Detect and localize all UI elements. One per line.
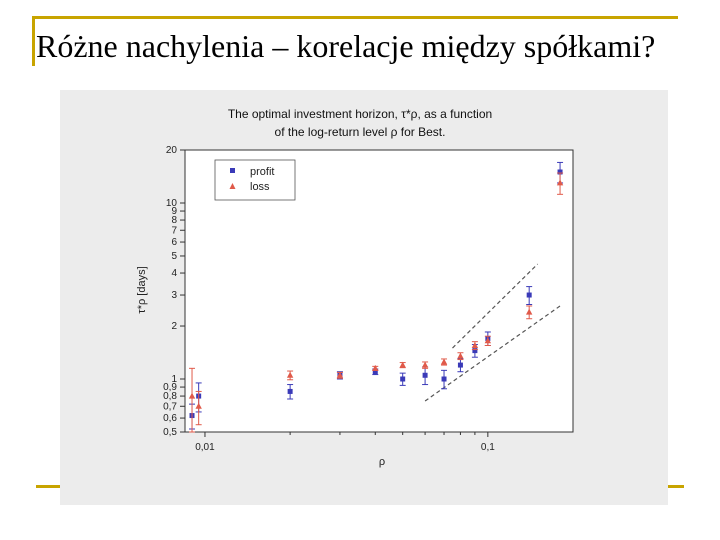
profit-point xyxy=(557,169,563,175)
title-left-rule xyxy=(32,16,35,66)
profit-point xyxy=(287,388,293,394)
profit-point xyxy=(526,292,532,298)
y-tick-label: 8 xyxy=(171,215,177,226)
chart-caption-line-2: of the log-return level ρ for Best. xyxy=(275,125,446,139)
y-tick-label: 0,7 xyxy=(163,401,177,412)
y-tick-label: 2 xyxy=(171,321,177,332)
legend-profit-marker xyxy=(230,168,235,173)
y-tick-label: 4 xyxy=(171,268,177,279)
footer-rule-left xyxy=(36,485,64,488)
profit-point xyxy=(400,376,406,382)
loss-point xyxy=(440,358,448,365)
loss-point xyxy=(556,179,564,186)
y-tick-label: 1 xyxy=(171,374,177,385)
chart: The optimal investment horizon, τ*ρ, as … xyxy=(136,107,574,468)
profit-point xyxy=(372,369,378,375)
y-tick-label: 10 xyxy=(166,198,178,209)
y-axis-label: τ*ρ [days] xyxy=(136,266,148,313)
y-tick-label: 6 xyxy=(171,237,177,248)
profit-point xyxy=(441,376,447,382)
y-tick-label: 7 xyxy=(171,225,177,236)
profit-point xyxy=(472,348,478,354)
y-tick-label: 3 xyxy=(171,290,177,301)
y-tick-label: 0,5 xyxy=(163,427,177,438)
slide-title: Różne nachylenia – korelacje między spół… xyxy=(36,28,656,64)
y-tick-label: 9 xyxy=(171,206,177,217)
loss-point xyxy=(336,371,344,378)
loss-point xyxy=(457,352,464,359)
chart-caption-line-1: The optimal investment horizon, τ*ρ, as … xyxy=(228,107,492,121)
y-tick-label: 0,8 xyxy=(163,391,177,402)
loss-point xyxy=(372,364,379,371)
y-tick-label: 0,6 xyxy=(163,413,177,424)
footer-rule-right xyxy=(666,485,684,488)
loss-point xyxy=(399,361,406,368)
legend-loss-marker xyxy=(229,183,236,189)
legend-box xyxy=(214,159,296,201)
loss-point xyxy=(484,337,492,344)
x-axis-label: ρ xyxy=(379,456,385,468)
profit-point xyxy=(422,372,428,378)
guide-lines xyxy=(424,263,561,402)
guide-line xyxy=(452,263,539,349)
profit-point xyxy=(457,362,463,368)
loss-point xyxy=(525,308,533,315)
legend-loss-label: loss xyxy=(250,181,270,193)
x-tick-label: 0,1 xyxy=(481,442,495,453)
y-tick-label: 0,9 xyxy=(163,382,177,393)
loss-point xyxy=(188,392,196,399)
loss-point xyxy=(471,342,479,349)
loss-point xyxy=(195,402,202,409)
title-top-rule xyxy=(32,16,678,19)
loss-point xyxy=(286,371,294,378)
x-tick-label: 0,01 xyxy=(195,442,215,453)
legend: profit loss xyxy=(214,159,296,201)
y-tick-label: 5 xyxy=(171,251,177,262)
legend-profit-label: profit xyxy=(250,166,274,178)
loss-point xyxy=(421,361,429,368)
data-points xyxy=(188,161,564,433)
chart-panel: The optimal investment horizon, τ*ρ, as … xyxy=(60,90,668,505)
y-tick-label: 20 xyxy=(166,145,178,156)
